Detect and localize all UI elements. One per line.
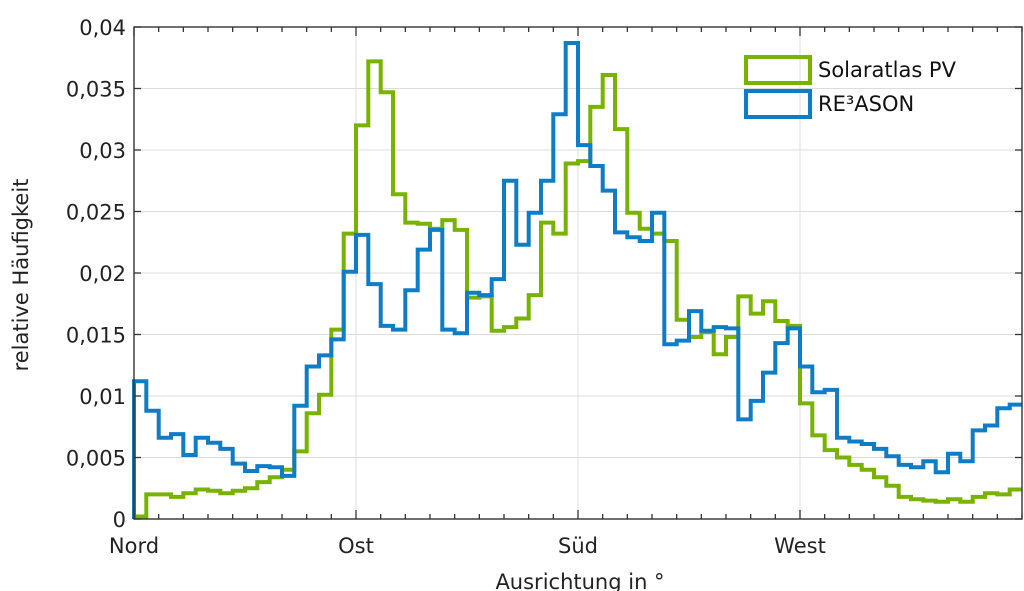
x-axis-title: Ausrichtung in °	[495, 570, 664, 591]
legend-swatch-solaratlas-pv	[744, 55, 812, 85]
x-tick-label: West	[774, 534, 826, 558]
y-tick-label: 0,015	[66, 324, 126, 348]
x-tick-label: Nord	[109, 534, 159, 558]
legend-label-reason: RE³ASON	[818, 92, 914, 116]
y-axis-tick-labels: 0 0,005 0,01 0,015 0,02 0,025 0,03 0,035 0,04	[66, 16, 126, 532]
y-tick-label: 0,03	[79, 139, 126, 163]
x-axis-tick-labels: Nord Ost Süd West	[109, 534, 826, 558]
y-tick-label: 0	[113, 508, 126, 532]
y-tick-label: 0,01	[79, 385, 126, 409]
y-axis-title: relative Häufigkeit	[9, 179, 33, 372]
y-tick-label: 0,04	[79, 16, 126, 40]
series-layer	[132, 41, 1022, 519]
x-tick-label: Süd	[558, 534, 598, 558]
legend-swatch-reason	[744, 89, 812, 119]
axis-ticks	[133, 26, 1023, 520]
y-tick-label: 0,025	[66, 201, 126, 225]
legend-label-solaratlas-pv: Solaratlas PV	[818, 58, 957, 82]
series-line-re-ason	[132, 41, 1022, 519]
x-tick-label: Ost	[338, 534, 374, 558]
legend: Solaratlas PV RE³ASON	[744, 55, 957, 119]
y-tick-label: 0,005	[66, 447, 126, 471]
y-tick-label: 0,035	[66, 78, 126, 102]
y-tick-label: 0,02	[79, 262, 126, 286]
